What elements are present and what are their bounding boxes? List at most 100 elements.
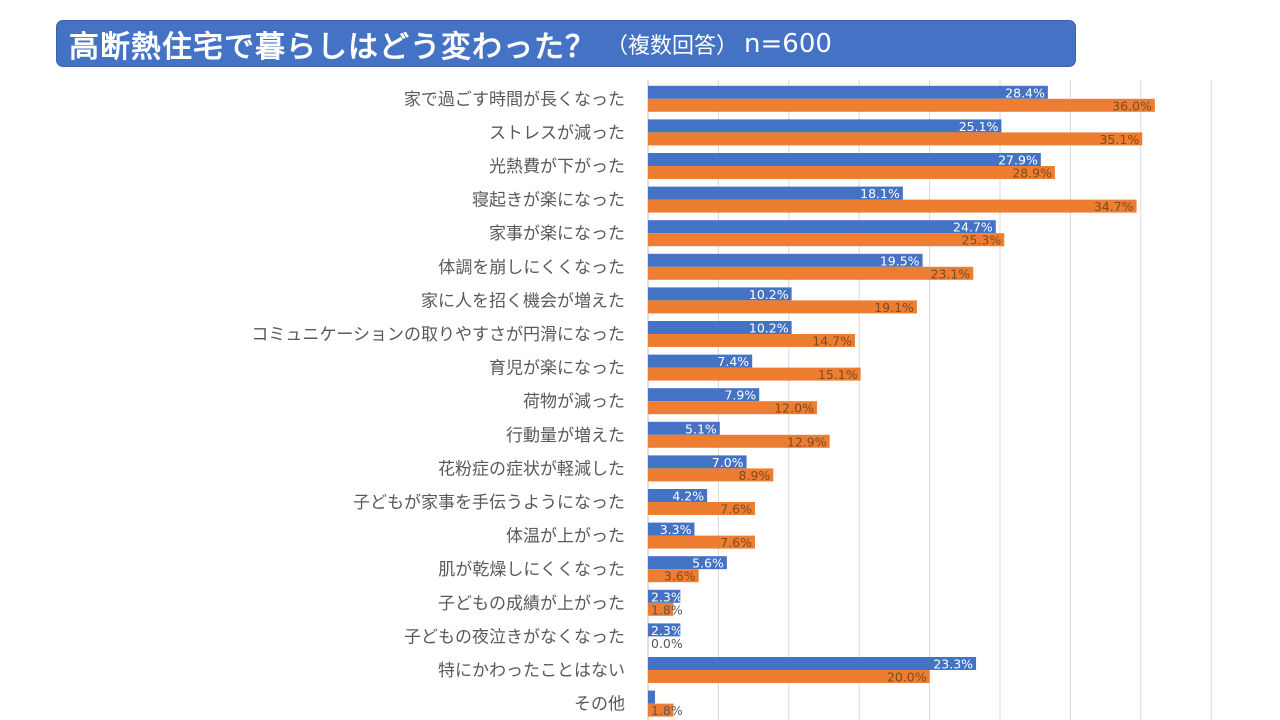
- data-label: 7.9%: [724, 388, 756, 403]
- bar-series1: [648, 85, 1048, 99]
- category-label: 行動量が増えた: [506, 426, 625, 446]
- bar-series1: [648, 690, 656, 704]
- category-label: 体温が上がった: [506, 527, 625, 547]
- data-label: 28.9%: [1012, 166, 1052, 181]
- data-label: 15.1%: [818, 367, 858, 382]
- data-label: 1.8%: [651, 602, 683, 617]
- bar-series2: [648, 199, 1137, 213]
- bar-series2: [648, 535, 756, 549]
- bar-series1: [648, 186, 903, 200]
- bar-series2: [648, 367, 861, 381]
- bar-series1: [648, 321, 792, 334]
- category-label: 体調を崩しにくくなった: [438, 258, 625, 278]
- bar-series1: [648, 220, 996, 234]
- data-label: 3.6%: [664, 569, 696, 584]
- data-label: 19.5%: [880, 253, 920, 268]
- data-label: 18.1%: [860, 186, 900, 201]
- category-label: 家で過ごす時間が長くなった: [404, 90, 625, 110]
- bar-series2: [648, 468, 774, 482]
- bar-series1: [648, 522, 695, 536]
- data-label: 34.7%: [1094, 199, 1134, 214]
- category-label: 育児が楽になった: [489, 359, 625, 379]
- bar-series2: [648, 132, 1143, 146]
- bar-series2: [648, 266, 974, 280]
- bar-series1: [648, 455, 747, 469]
- category-label: 寝起きが楽になった: [472, 190, 625, 211]
- category-label: 特にかわったことはない: [438, 661, 625, 681]
- bar-series2: [648, 602, 674, 616]
- value-labels: 28.4% 36.0% 25.1% 35.1% 27.9%28.9% 18.1% 34.7%…: [651, 85, 1152, 718]
- data-label: 7.4%: [717, 354, 749, 369]
- category-label: コミュニケーションの取りやすさが円滑になった: [251, 325, 625, 345]
- data-label: 19.1%: [874, 300, 914, 315]
- bar-series1: [648, 623, 681, 637]
- data-label: 25.1%: [959, 119, 999, 134]
- sample-size: n=600: [744, 28, 832, 59]
- bar-series2: [648, 502, 756, 515]
- data-label: 7.6%: [720, 502, 752, 517]
- bar-series1: [648, 589, 681, 603]
- data-label: 28.4%: [1005, 85, 1045, 100]
- bar-series1: [648, 253, 923, 267]
- category-label: 子どもの夜泣きがなくなった: [404, 627, 625, 647]
- category-label: 子どもが家事を手伝うようになった: [353, 493, 625, 513]
- bar-series1: [648, 287, 792, 301]
- bar-series2: [648, 233, 1005, 247]
- data-label: 36.0%: [1112, 98, 1152, 113]
- bar-series1: [648, 119, 1002, 133]
- bar-series2: [648, 166, 1055, 179]
- bar-series1: [648, 657, 977, 670]
- bars: [648, 85, 1155, 717]
- data-label: 23.1%: [931, 266, 971, 281]
- bar-series2: [648, 98, 1155, 112]
- data-label: 1.8%: [651, 703, 683, 718]
- bar-series2: [648, 334, 855, 347]
- data-label: 12.9%: [787, 434, 827, 449]
- data-label: 10.2%: [749, 321, 789, 336]
- category-label: 家に人を招く機会が増えた: [421, 291, 625, 311]
- bar-series1: [648, 421, 720, 435]
- data-label: 14.7%: [812, 334, 852, 349]
- data-label: 7.0%: [712, 455, 744, 470]
- category-label: 肌が乾燥しにくくなった: [438, 560, 625, 580]
- category-label: 荷物が減った: [523, 392, 625, 412]
- category-label: 家事が楽になった: [489, 224, 625, 244]
- bar-series1: [648, 556, 727, 570]
- data-label: 35.1%: [1099, 132, 1139, 147]
- bar-series2: [648, 300, 917, 314]
- chart-title: 高断熱住宅で暮らしはどう変わった？: [69, 29, 596, 65]
- chart-subtitle: （複数回答）: [606, 33, 739, 59]
- data-label: 7.6%: [720, 535, 752, 550]
- data-label: 3.3%: [660, 522, 692, 537]
- data-label: 4.2%: [672, 489, 704, 504]
- data-label: 0.0%: [651, 636, 683, 651]
- data-label: 12.0%: [774, 401, 814, 416]
- category-label: 光熱費が下がった: [489, 157, 625, 177]
- data-label: 2.3%: [651, 623, 683, 638]
- category-labels: 家で過ごす時間が長くなったストレスが減った光熱費が下がった寝起きが楽になった家事…: [251, 90, 625, 715]
- bar-series1: [648, 388, 760, 402]
- bar-series1: [648, 153, 1041, 166]
- bar-series2: [648, 703, 674, 717]
- category-label: 花粉症の症状が軽減した: [438, 459, 625, 479]
- bar-series2: [648, 569, 699, 583]
- data-label: 27.9%: [998, 153, 1038, 168]
- data-label: 10.2%: [749, 287, 789, 302]
- title-banner: 高断熱住宅で暮らしはどう変わった？ （複数回答） n=600: [56, 20, 1076, 67]
- data-label: 2.3%: [651, 589, 683, 604]
- data-label: 5.6%: [692, 556, 724, 571]
- bar-series1: [648, 354, 753, 368]
- data-label: 25.3%: [962, 233, 1002, 248]
- bar-series2: [648, 434, 830, 448]
- category-label: ストレスが減った: [489, 123, 625, 143]
- category-label: その他: [574, 695, 625, 715]
- data-label: 5.1%: [685, 421, 717, 436]
- bar-series2: [648, 401, 817, 415]
- data-label: 24.7%: [953, 220, 993, 235]
- data-label: 20.0%: [887, 670, 927, 685]
- category-label: 子どもの成績が上がった: [438, 594, 625, 614]
- data-label: 23.3%: [933, 657, 973, 672]
- bar-series1: [648, 489, 708, 502]
- bar-series2: [648, 670, 930, 683]
